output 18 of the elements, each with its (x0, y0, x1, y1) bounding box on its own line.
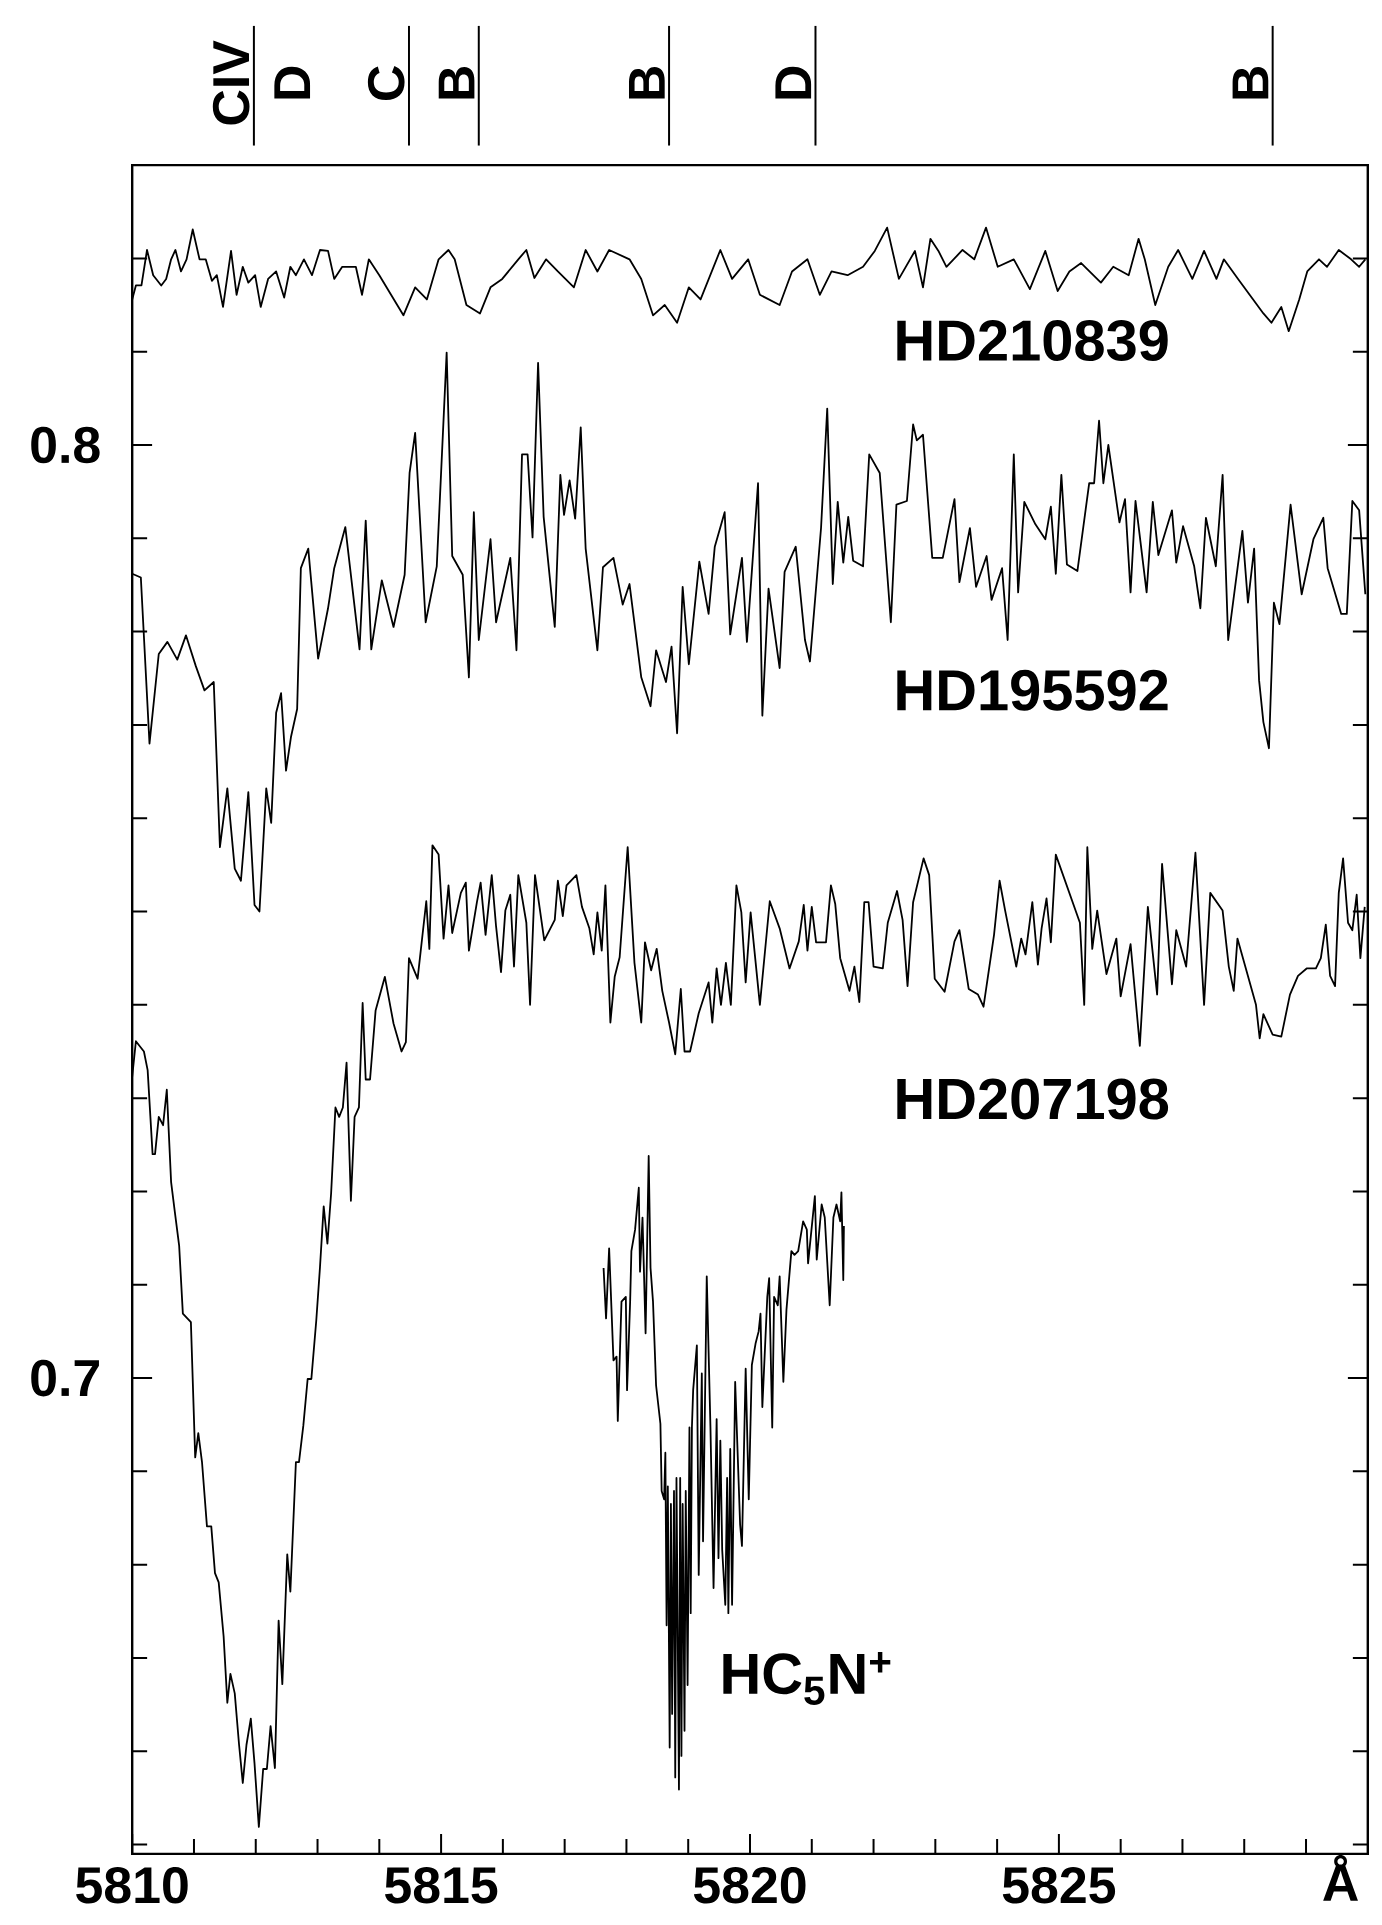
x-tick-label: 5820 (694, 1866, 806, 1904)
y-tick-label: 0.8 (31, 426, 100, 464)
ref-line-label: D (775, 66, 812, 99)
series-label: HD207198 (897, 1078, 1169, 1120)
x-axis-title: Å (1323, 1854, 1359, 1901)
series-label: HC$_{5}$N$^{+}$ (723, 1652, 891, 1705)
ref-line-label: B (1232, 66, 1269, 99)
x-tick-label: 5810 (76, 1866, 188, 1904)
ref-line-label: CIV (212, 40, 250, 125)
text: D (274, 66, 311, 99)
ref-line-label: B (438, 66, 475, 99)
y-tick-label: 0.7 (31, 1359, 100, 1397)
ref-line-label: C (368, 66, 405, 100)
ref-line-label: B (629, 66, 665, 99)
x-tick-label: 5815 (385, 1866, 498, 1904)
series-label: HD195592 (897, 669, 1168, 711)
series-label: HD210839 (897, 320, 1168, 362)
x-tick-label: 5825 (1002, 1866, 1116, 1904)
